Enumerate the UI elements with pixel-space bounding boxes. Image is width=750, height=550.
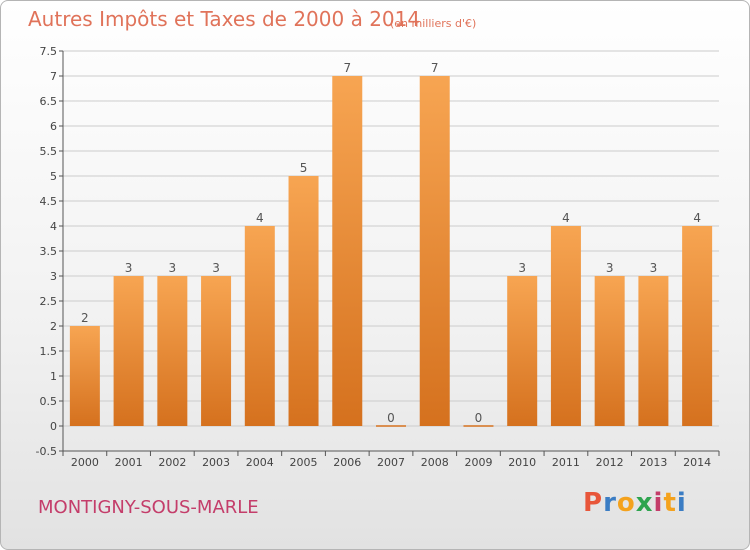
bar-2004[interactable] <box>244 226 275 426</box>
y-tick-label: 5 <box>50 170 57 183</box>
x-tick-label: 2014 <box>683 456 711 469</box>
y-tick-label: 6 <box>50 120 57 133</box>
y-tick-label: 7.5 <box>40 45 58 58</box>
logo-letter: t <box>663 488 677 518</box>
y-tick-label: 7 <box>50 70 57 83</box>
data-label-2006: 7 <box>343 61 351 75</box>
x-tick-label: 2013 <box>639 456 667 469</box>
x-tick-label: 2011 <box>552 456 580 469</box>
data-label-2003: 3 <box>212 261 220 275</box>
logo-letter: i <box>676 488 687 518</box>
data-label-2008: 7 <box>431 61 439 75</box>
bar-2011[interactable] <box>550 226 581 426</box>
logo-letter: i <box>653 488 664 518</box>
bar-2006[interactable] <box>332 76 363 426</box>
logo-letter: o <box>616 488 636 518</box>
bar-2013[interactable] <box>638 276 669 426</box>
commune-name: MONTIGNY-SOUS-MARLE <box>38 497 259 518</box>
y-tick-label: 2 <box>50 320 57 333</box>
x-tick-label: 2003 <box>202 456 230 469</box>
bar-2001[interactable] <box>113 276 144 426</box>
proxiti-logo[interactable]: Proxiti <box>583 488 687 518</box>
y-tick-label: 3 <box>50 270 57 283</box>
y-tick-label: 1 <box>50 370 57 383</box>
data-label-2005: 5 <box>300 161 308 175</box>
x-tick-label: 2010 <box>508 456 536 469</box>
x-tick-label: 2000 <box>71 456 99 469</box>
y-tick-label: -0.5 <box>36 445 57 458</box>
data-label-2002: 3 <box>169 261 177 275</box>
chart-unit: (en milliers d'€) <box>390 17 477 30</box>
y-tick-label: 1.5 <box>40 345 58 358</box>
data-label-2001: 3 <box>125 261 133 275</box>
x-tick-label: 2006 <box>333 456 361 469</box>
data-label-2007: 0 <box>387 411 395 425</box>
bar-2008[interactable] <box>419 76 450 426</box>
x-tick-label: 2009 <box>464 456 492 469</box>
bar-2003[interactable] <box>201 276 232 426</box>
y-tick-label: 5.5 <box>40 145 58 158</box>
bar-2010[interactable] <box>507 276 538 426</box>
data-label-2013: 3 <box>650 261 658 275</box>
bar-2012[interactable] <box>594 276 625 426</box>
data-label-2009: 0 <box>475 411 483 425</box>
logo-letter: x <box>635 488 654 518</box>
y-tick-label: 4.5 <box>40 195 58 208</box>
bar-2014[interactable] <box>682 226 713 426</box>
x-tick-label: 2004 <box>246 456 274 469</box>
bar-2002[interactable] <box>157 276 188 426</box>
bar-2005[interactable] <box>288 176 319 426</box>
y-tick-label: 0.5 <box>40 395 58 408</box>
x-tick-label: 2007 <box>377 456 405 469</box>
x-tick-label: 2001 <box>115 456 143 469</box>
y-tick-label: 4 <box>50 220 57 233</box>
chart-title: Autres Impôts et Taxes de 2000 à 2014 <box>28 7 421 31</box>
y-tick-label: 2.5 <box>40 295 58 308</box>
data-label-2014: 4 <box>693 211 701 225</box>
x-tick-label: 2005 <box>290 456 318 469</box>
y-tick-label: 3.5 <box>40 245 58 258</box>
data-label-2010: 3 <box>518 261 526 275</box>
y-tick-label: 6.5 <box>40 95 58 108</box>
y-tick-label: 0 <box>50 420 57 433</box>
x-tick-label: 2012 <box>596 456 624 469</box>
x-tick-label: 2008 <box>421 456 449 469</box>
data-label-2011: 4 <box>562 211 570 225</box>
logo-letter: r <box>603 488 617 518</box>
logo-letter: P <box>583 488 604 518</box>
data-label-2000: 2 <box>81 311 89 325</box>
bar-2000[interactable] <box>69 326 100 426</box>
x-tick-label: 2002 <box>158 456 186 469</box>
data-label-2012: 3 <box>606 261 614 275</box>
data-label-2004: 4 <box>256 211 264 225</box>
